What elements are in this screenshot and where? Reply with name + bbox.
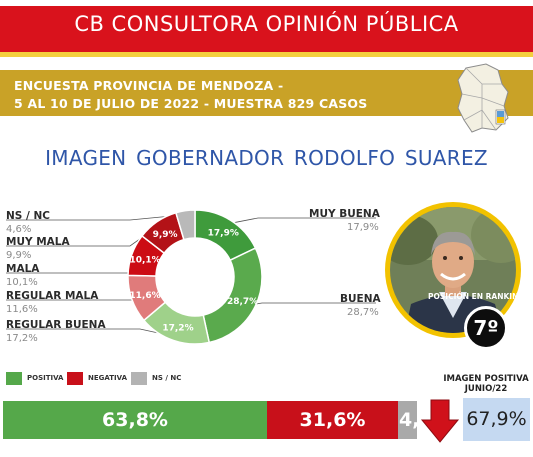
previous-image-label: IMAGEN POSITIVA JUNIO/22	[440, 374, 532, 394]
slice-side-value-muy-buena: 17,9%	[347, 222, 379, 233]
ranking-badge: 7º	[464, 306, 508, 350]
slice-value-label: 17,2%	[162, 324, 193, 334]
legend-label-ns-nc: NS / NC	[152, 374, 182, 382]
ranking-label: POSICIÓN EN RANKING	[428, 292, 525, 301]
bar-segment-ns-nc: 4,6%	[398, 401, 417, 439]
slice-side-value-buena: 28,7%	[347, 307, 379, 318]
slice-label-muy-buena: MUY BUENA	[309, 208, 380, 220]
slice-side-value-ns-nc: 4,6%	[6, 224, 32, 235]
legend-swatch-positiva	[6, 372, 22, 385]
slice-label-ns-nc: NS / NC	[6, 210, 50, 222]
slice-label-regular-buena: REGULAR BUENA	[6, 319, 106, 331]
slice-side-value-muy-mala: 9,9%	[6, 250, 32, 261]
header-title: CB CONSULTORA OPINIÓN PÚBLICA	[74, 12, 459, 36]
survey-info-bar	[0, 70, 533, 116]
page-title: IMAGEN GOBERNADOR RODOLFO SUAREZ	[45, 146, 488, 170]
previous-positive-value: 67,9%	[463, 398, 530, 441]
slice-value-label: 9,9%	[153, 230, 178, 240]
slice-side-value-regular-buena: 17,2%	[6, 333, 38, 344]
legend-swatch-negativa	[67, 372, 83, 385]
bar-segment-negativa: 31,6%	[267, 401, 398, 439]
slice-value-label: 17,9%	[208, 229, 239, 239]
slice-value-label: 10,1%	[129, 256, 160, 266]
bar-segment-positiva: 63,8%	[3, 401, 267, 439]
header-banner	[0, 6, 533, 52]
slice-side-value-regular-mala: 11,6%	[6, 304, 38, 315]
leader-line	[228, 217, 376, 225]
slice-label-buena: BUENA	[340, 293, 381, 305]
previous-image-label-line2: JUNIO/22	[464, 384, 508, 394]
trend-down-arrow-icon	[420, 399, 460, 443]
slice-side-value-mala: 10,1%	[6, 277, 38, 288]
legend-label-positiva: POSITIVA	[27, 374, 64, 382]
slice-value-label: 11,6%	[129, 291, 160, 301]
donut-slice-ns-nc	[174, 209, 196, 241]
survey-line-2: 5 AL 10 DE JULIO DE 2022 - MUESTRA 829 C…	[14, 96, 368, 111]
survey-line-1: ENCUESTA PROVINCIA DE MENDOZA -	[14, 78, 284, 93]
header-stripe	[0, 52, 533, 57]
slice-value-label: 28,7%	[227, 297, 258, 307]
donut-slice-buena	[202, 247, 263, 344]
legend-swatch-ns-nc	[131, 372, 147, 385]
slice-label-mala: MALA	[6, 263, 40, 275]
legend-label-negativa: NEGATIVA	[88, 374, 127, 382]
mendoza-map-icon	[457, 63, 509, 133]
previous-image-label-line1: IMAGEN POSITIVA	[443, 374, 529, 384]
slice-label-muy-mala: MUY MALA	[6, 236, 70, 248]
slice-label-regular-mala: REGULAR MALA	[6, 290, 99, 302]
image-donut-chart: 17,9% 28,7% 17,2% 11,6% 10,1% 9,9%	[6, 209, 376, 345]
